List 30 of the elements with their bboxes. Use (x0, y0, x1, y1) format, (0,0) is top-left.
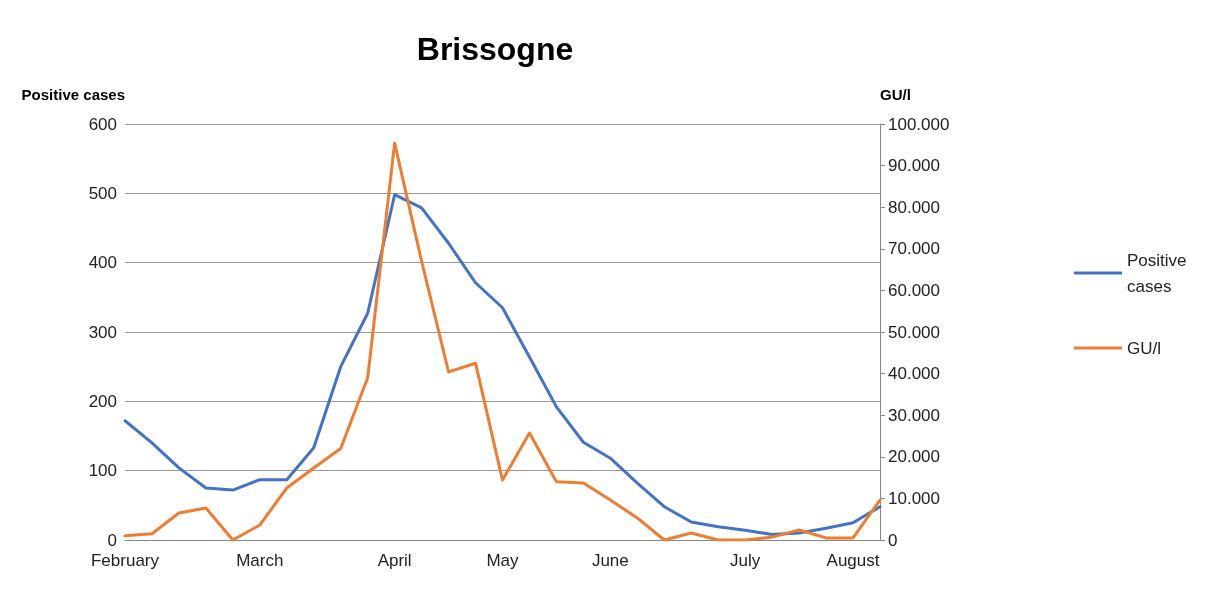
y-tick-label: 600 (88, 114, 117, 134)
y-tick-label: 400 (88, 253, 117, 273)
x-tick-label: June (591, 551, 629, 570)
x-tick-label: April (377, 551, 412, 570)
chart-title: Brissogne (416, 31, 574, 67)
y2-tick-label: 50.000 (888, 322, 940, 342)
y2-tick-label: 40.000 (888, 364, 940, 384)
x-tick-label: May (486, 551, 520, 570)
legend-label: GU/l (1127, 338, 1161, 358)
x-tick-label: August (826, 551, 880, 570)
y2-tick-label: 30.000 (888, 405, 940, 425)
x-tick-label: February (90, 551, 160, 570)
y2-tick-label: 70.000 (888, 239, 940, 259)
y2-tick-label: 60.000 (888, 280, 940, 300)
y-tick-label: 0 (107, 530, 117, 550)
y-axis-title: Positive cases (21, 86, 125, 103)
x-tick-label: March (236, 551, 284, 570)
legend-label: Positive cases (1127, 250, 1192, 296)
y2-tick-label: 20.000 (888, 447, 940, 467)
x-tick-label: July (730, 551, 761, 570)
y-tick-label: 200 (88, 391, 117, 411)
y-tick-label: 300 (88, 322, 117, 342)
y-tick-label: 500 (88, 183, 117, 203)
y2-tick-label: 100.000 (888, 114, 950, 134)
y2-axis-title: GU/l (880, 86, 911, 103)
y-tick-label: 100 (88, 461, 117, 481)
y2-tick-label: 0 (888, 530, 898, 550)
y2-tick-label: 10.000 (888, 488, 940, 508)
y2-tick-label: 90.000 (888, 156, 940, 176)
y2-tick-label: 80.000 (888, 197, 940, 217)
